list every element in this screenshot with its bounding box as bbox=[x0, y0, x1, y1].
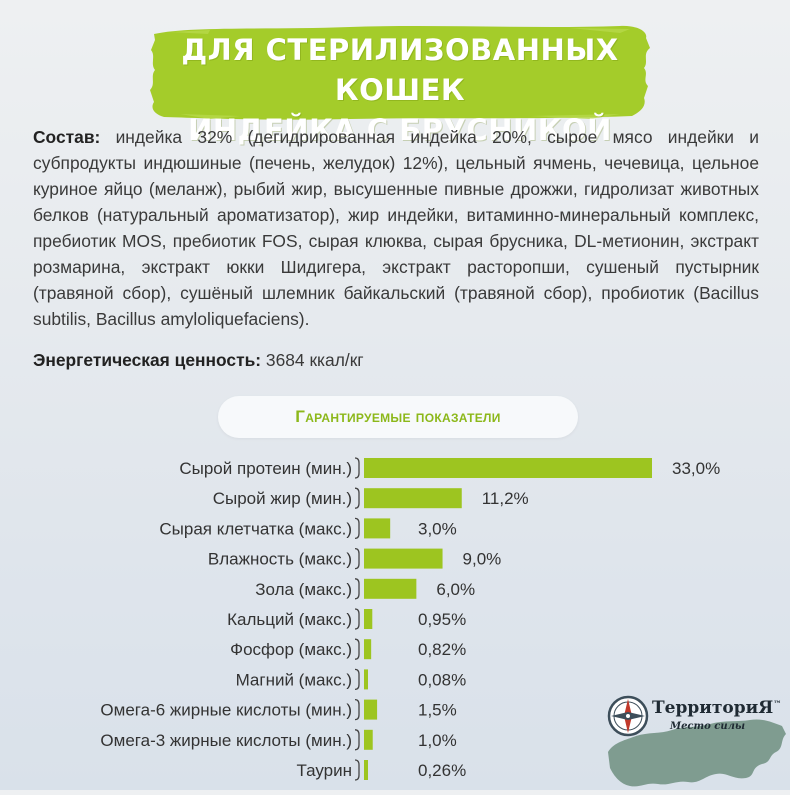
energy-value: 3684 ккал/кг bbox=[265, 350, 364, 370]
value-label-5: 6,0% bbox=[436, 580, 475, 599]
category-label-11: Таурин bbox=[296, 761, 352, 780]
label-bracket-9 bbox=[354, 698, 360, 721]
label-bracket-1 bbox=[354, 457, 360, 479]
compass-icon bbox=[607, 695, 649, 737]
category-label-2: Сырой жир (мин.) bbox=[213, 489, 352, 508]
label-bracket-3 bbox=[354, 517, 360, 540]
category-label-5: Зола (макс.) bbox=[255, 580, 352, 599]
label-bracket-5 bbox=[354, 578, 360, 600]
header-banner: Для стерилизованных кошек индейка с брус… bbox=[150, 24, 650, 147]
bar-9 bbox=[364, 699, 378, 720]
label-bracket-10 bbox=[354, 729, 360, 751]
composition-label: Состав: bbox=[33, 127, 101, 147]
brush-stroke-background bbox=[150, 25, 650, 120]
value-label-9: 1,5% bbox=[418, 701, 457, 720]
header-line1: Для стерилизованных кошек bbox=[181, 33, 619, 107]
label-bracket-11 bbox=[354, 759, 360, 781]
bar-7 bbox=[364, 639, 372, 660]
bar-5 bbox=[364, 578, 417, 599]
category-label-3: Сырая клетчатка (макс.) bbox=[159, 519, 352, 538]
bar-6 bbox=[364, 609, 373, 629]
header-line2: индейка с брусникой bbox=[188, 113, 612, 147]
value-label-11: 0,26% bbox=[418, 761, 466, 780]
russia-map-icon bbox=[608, 719, 786, 787]
value-label-1: 33,0% bbox=[672, 459, 720, 478]
value-label-4: 9,0% bbox=[463, 550, 502, 569]
category-label-1: Сырой протеин (мин.) bbox=[179, 459, 352, 478]
chart-title-pill: Гарантируемые показатели bbox=[218, 396, 578, 438]
bar-2 bbox=[364, 488, 462, 509]
logo-brand-name: ТерриториЯ bbox=[652, 698, 774, 718]
composition-text: индейка 32% (дегидрированная индейка 20%… bbox=[33, 127, 759, 329]
bar-8 bbox=[364, 669, 368, 690]
bar-10 bbox=[364, 729, 373, 750]
value-label-10: 1,0% bbox=[418, 731, 457, 750]
composition-paragraph: Состав: индейка 32% (дегидрированная инд… bbox=[33, 124, 759, 332]
category-label-4: Влажность (макс.) bbox=[208, 550, 352, 569]
value-label-6: 0,95% bbox=[418, 610, 466, 629]
label-bracket-8 bbox=[354, 668, 360, 691]
value-label-7: 0,82% bbox=[418, 640, 466, 659]
category-label-6: Кальций (макс.) bbox=[227, 610, 352, 629]
value-label-2: 11,2% bbox=[482, 489, 529, 508]
category-label-9: Омега-6 жирные кислоты (мин.) bbox=[100, 701, 352, 720]
logo-trademark: ™ bbox=[773, 698, 782, 709]
label-bracket-4 bbox=[354, 547, 360, 570]
label-bracket-7 bbox=[354, 638, 360, 660]
energy-label: Энергетическая ценность: bbox=[33, 350, 262, 370]
guaranteed-values-bar-chart: Сырой протеин (мин.) 33,0% Сырой жир (мин.… bbox=[100, 457, 720, 781]
category-label-8: Магний (макс.) bbox=[236, 670, 352, 689]
label-bracket-2 bbox=[354, 487, 360, 509]
bar-4 bbox=[364, 548, 443, 569]
bar-3 bbox=[364, 518, 391, 539]
logo-tagline: Место силы bbox=[670, 721, 746, 732]
energy-value-line: Энергетическая ценность: 3684 ккал/кг bbox=[33, 347, 759, 373]
brand-logo: ТерриториЯ™ Место силы bbox=[600, 690, 790, 790]
value-label-8: 0,08% bbox=[418, 670, 466, 689]
label-bracket-6 bbox=[354, 608, 360, 630]
category-label-10: Омега-3 жирные кислоты (мин.) bbox=[100, 731, 352, 750]
value-label-3: 3,0% bbox=[418, 519, 457, 538]
bar-1 bbox=[364, 458, 652, 478]
bar-11 bbox=[364, 760, 368, 780]
category-label-7: Фосфор (макс.) bbox=[230, 640, 352, 659]
chart-title: Гарантируемые показатели bbox=[295, 407, 501, 426]
